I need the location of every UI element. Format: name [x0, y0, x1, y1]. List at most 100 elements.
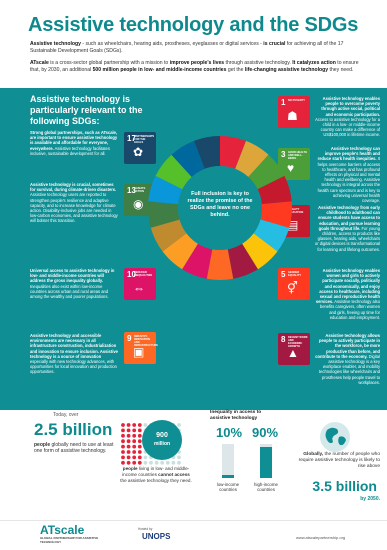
sdg-tile-9: 9 INDUSTRY, INNOVATION AND INFRASTRUCTURE…	[124, 332, 158, 364]
intro-2-lead: ATscale	[30, 60, 49, 66]
right-item-8: Assistive technology allows people to ac…	[314, 333, 380, 385]
intro-2-body2: through assistive technology.	[224, 60, 293, 66]
person-dot	[126, 444, 131, 449]
left-item-17: Strong global partnerships, such as ATsc…	[30, 130, 120, 156]
right-item-4-text: For young children, access to products l…	[314, 225, 380, 252]
wheel-segment	[220, 136, 247, 169]
sdg-8-number: 8	[281, 335, 286, 344]
right-item-8-bold: Assistive technology allows people to ac…	[315, 333, 380, 359]
website-link[interactable]: www.atscalepartnership.org	[296, 535, 346, 540]
band-title: Assistive technology is particularly rel…	[30, 94, 143, 126]
person-dot	[132, 423, 137, 427]
intro-1-lead: Assistive technology	[30, 41, 81, 47]
sdg-13-label: CLIMATE ACTION	[134, 187, 146, 193]
person-dot	[132, 450, 137, 454]
sdg-4-label: QUALITY EDUCATION	[288, 208, 304, 214]
high-income-bar-fill	[260, 447, 272, 478]
today-desc: people globally need to use at least one…	[34, 442, 114, 454]
wheel-segment	[253, 219, 290, 252]
wheel-segment	[148, 201, 180, 228]
right-item-1: Assistive technology enables people to o…	[314, 96, 380, 138]
bubble-desc-bold2: cannot access	[158, 471, 190, 477]
wheel-segment	[148, 175, 183, 205]
left-item-9-text: especially with new technology advances,…	[30, 359, 117, 375]
intro-2-emph2: It catalyzes action	[292, 60, 336, 66]
today-desc-text: globally need to use at least one form o…	[34, 442, 114, 455]
person-dot	[126, 450, 131, 454]
person-dot	[121, 433, 125, 438]
person-dot	[121, 439, 125, 444]
sdg-17-number: 17	[127, 134, 136, 143]
person-dot	[137, 439, 142, 444]
unops-logo[interactable]: UNOPS	[142, 532, 171, 541]
bubble-unit: million	[153, 441, 171, 447]
wheel-segment	[206, 249, 234, 280]
person-dot	[177, 423, 181, 427]
stats-section	[0, 410, 387, 520]
global-desc-text: the number of people who require assisti…	[298, 452, 380, 469]
intro-paragraph-2: ATscale is a cross-sector global partner…	[30, 60, 360, 73]
intro-2-body: is a cross-sector global partnership wit…	[48, 60, 170, 66]
person-dot	[132, 433, 137, 438]
person-dot	[149, 460, 153, 465]
sdg-9-label: INDUSTRY, INNOVATION AND INFRASTRUCTURE	[134, 335, 158, 347]
wheel-center-text: Full inclusion is key to realize the pro…	[187, 191, 253, 218]
family-icon: ☗	[287, 109, 298, 123]
header	[0, 0, 387, 88]
bubble-desc-bold: people	[122, 466, 138, 471]
right-item-3-text: It helps overcome barriers of access to …	[317, 156, 380, 204]
wheel-segment	[150, 219, 187, 252]
person-dot	[132, 460, 137, 465]
sdg-10-label: REDUCED INEQUALITIES	[134, 271, 153, 277]
intro-2-body3: to ensure that, by 2030, an additional	[30, 60, 359, 73]
intro-2-tail: they need.	[328, 66, 354, 73]
person-dot	[121, 455, 125, 460]
person-dot	[126, 428, 131, 433]
bubble-desc-tail: the assistive technology they need.	[120, 477, 192, 483]
wheel-segment	[182, 243, 213, 279]
person-dot	[121, 423, 125, 427]
sdg-3-number: 3	[281, 150, 286, 159]
person-dot	[177, 455, 181, 460]
right-item-5-text: Assistive technology also benefits careg…	[319, 299, 380, 320]
wheel-segment	[155, 154, 192, 190]
person-dot	[137, 460, 142, 465]
atscale-logo[interactable]: ATscale	[40, 523, 85, 537]
wheel-hub	[178, 166, 262, 250]
sdg-tile-17: 17 PARTNERSHIPS FOR THE GOALS ✿	[124, 132, 156, 164]
sdg-10-number: 10	[127, 270, 136, 279]
wheel-segment	[162, 233, 198, 270]
person-dot	[137, 444, 142, 449]
atscale-logo-subtitle: GLOBAL PARTNERSHIP FOR ASSISTIVE TECHNOL…	[40, 536, 99, 544]
high-income-bar	[260, 444, 272, 478]
global-big-number: 3.5 billion	[312, 478, 377, 494]
left-item-13-bold: Assistive technology is crucial, sometim…	[30, 182, 117, 193]
person-dot	[121, 444, 125, 449]
page-title: Assistive technology and the SDGs	[28, 14, 359, 36]
low-income-percent: 10%	[216, 425, 243, 440]
person-dot	[137, 423, 142, 427]
book-icon: ▤	[287, 218, 299, 232]
person-dot	[171, 460, 176, 465]
right-item-5: Assistive technology enables women and g…	[314, 268, 380, 320]
sdg-tile-5: 5 GENDER EQUALITY ⚥	[278, 268, 310, 300]
person-dot	[126, 423, 131, 427]
person-dot	[126, 460, 131, 465]
bubble-desc: people living in low- and middle-income …	[120, 466, 192, 483]
sdg-5-label: GENDER EQUALITY	[288, 271, 302, 277]
sdg-1-number: 1	[281, 98, 286, 107]
person-dot	[121, 460, 125, 465]
high-income-caption: high-income countries	[254, 482, 278, 493]
left-item-9: Assistive technology and accessible envi…	[30, 333, 120, 375]
bubble-desc-text: living in low- and middle-income countri…	[122, 466, 190, 477]
person-dot	[126, 455, 131, 460]
sdg-5-number: 5	[281, 270, 286, 279]
sdg-tile-1: 1 NO POVERTY ☗	[278, 96, 310, 128]
gender-icon: ⚥	[287, 281, 298, 295]
cubes-icon: ▣	[133, 345, 145, 359]
global-desc-pre: Globally,	[303, 452, 325, 457]
eye-globe-icon: ◉	[133, 197, 144, 211]
person-dot	[177, 460, 181, 465]
right-item-1-text: Access to assistive technology for a chi…	[315, 116, 380, 138]
sdg-9-number: 9	[127, 334, 132, 343]
